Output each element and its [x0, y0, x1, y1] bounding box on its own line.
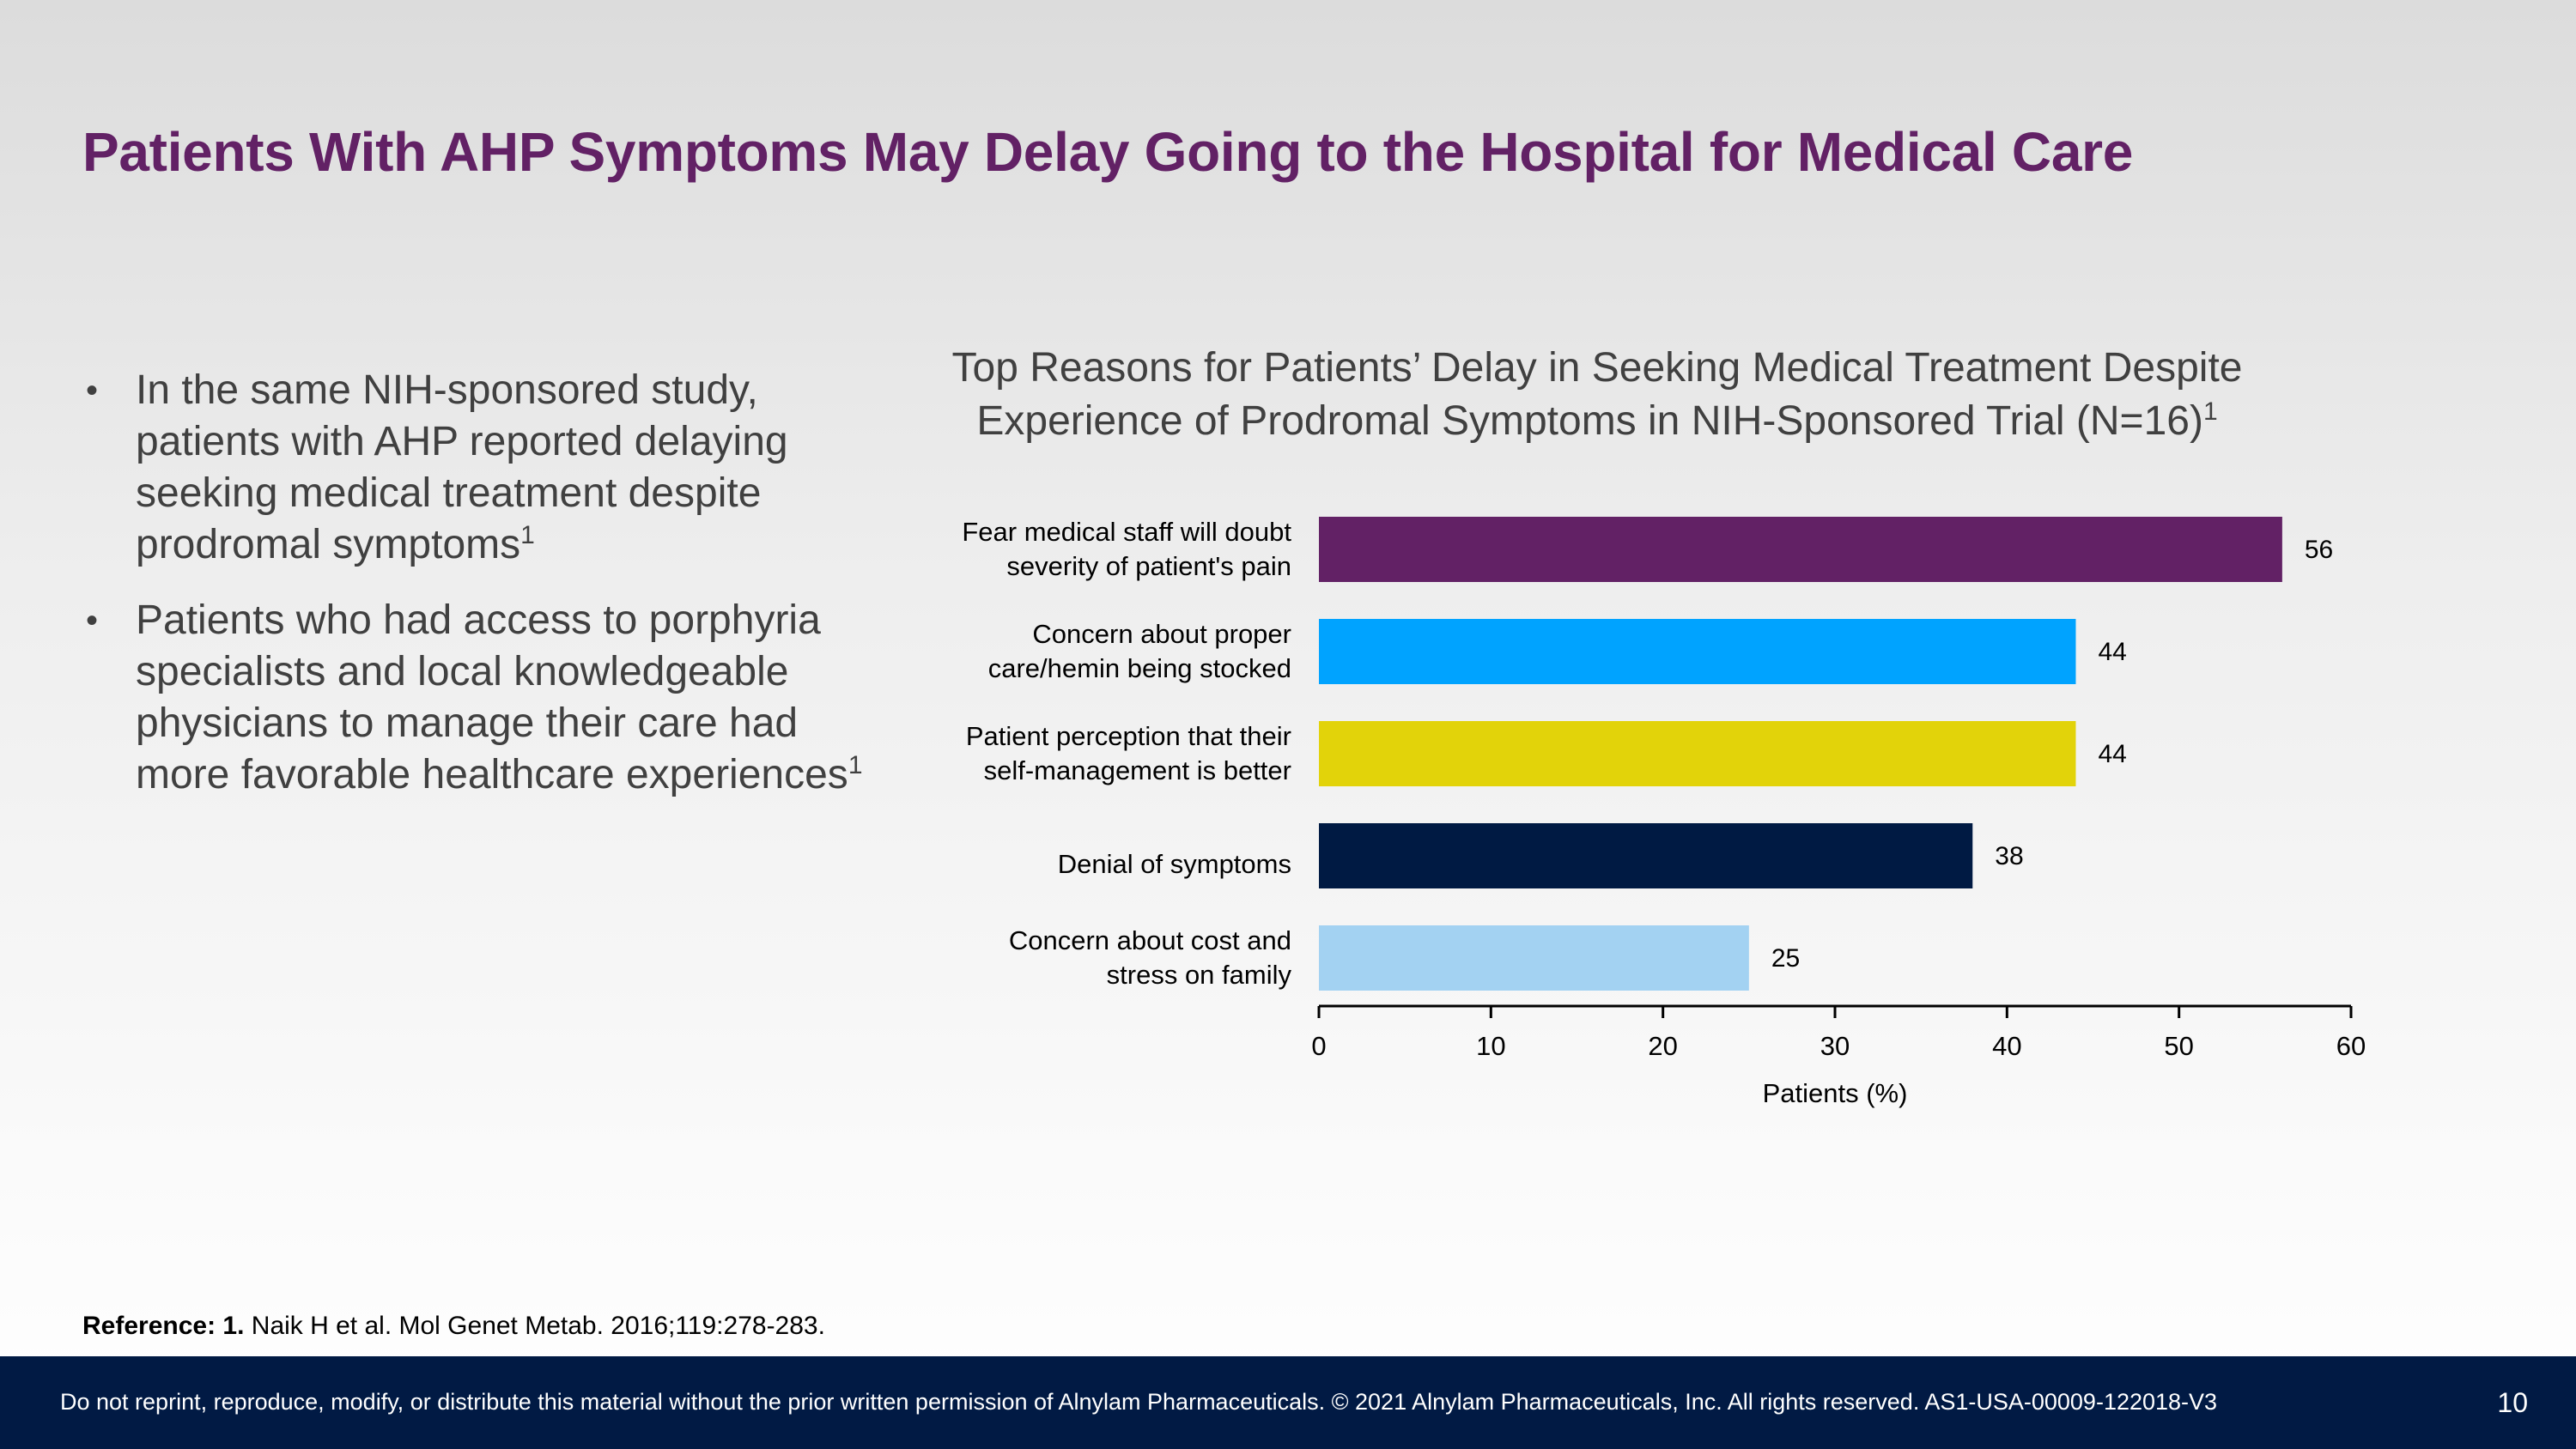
category-label: severity of patient's pain	[1006, 551, 1291, 581]
category-label: Fear medical staff will doubt	[962, 517, 1291, 547]
data-label: 25	[1771, 944, 1800, 973]
category-label: Patient perception that their	[966, 721, 1291, 751]
x-tick-label: 10	[1476, 1031, 1505, 1061]
chart-title-line-2-text: Experience of Prodromal Symptoms in NIH-…	[976, 398, 2203, 444]
x-tick-label: 30	[1820, 1031, 1850, 1061]
reference-label: Reference: 1.	[82, 1312, 245, 1340]
x-tick-label: 40	[1992, 1031, 2021, 1061]
bullet-glyph: •	[86, 602, 99, 640]
chart-title-citation: 1	[2202, 397, 2218, 426]
bar	[1319, 925, 1749, 991]
footer-disclaimer: Do not reprint, reproduce, modify, or di…	[60, 1389, 2218, 1415]
data-label: 56	[2305, 536, 2333, 564]
bar	[1319, 721, 2076, 786]
category-label: care/hemin being stocked	[988, 653, 1291, 683]
x-tick-label: 50	[2164, 1031, 2193, 1061]
data-label: 44	[2098, 638, 2126, 666]
x-tick-label: 20	[1648, 1031, 1677, 1061]
bar-chart: 56 Fear medical staff will doubt severity …	[962, 517, 2366, 1108]
reference: Reference: 1. Naik H et al. Mol Genet Me…	[82, 1312, 825, 1341]
bullet-glyph: •	[86, 372, 99, 409]
slide-title: Patients With AHP Symptoms May Delay Goi…	[82, 121, 2134, 183]
bar	[1319, 619, 2076, 684]
bar	[1319, 517, 2282, 582]
bar	[1319, 823, 1973, 888]
x-tick-label: 60	[2336, 1031, 2366, 1061]
category-label: Concern about cost and	[1009, 925, 1291, 955]
bullet-list: • In the same NIH-sponsored study, patie…	[86, 365, 884, 825]
bullet-item: • In the same NIH-sponsored study, patie…	[86, 365, 884, 571]
x-axis-label: Patients (%)	[1763, 1078, 1908, 1108]
category-label: Concern about proper	[1032, 619, 1291, 649]
x-tick-label: 0	[1311, 1031, 1326, 1061]
category-label: self-management is better	[984, 755, 1291, 785]
footer-bar: Do not reprint, reproduce, modify, or di…	[0, 1356, 2576, 1449]
chart-title-line-2: Experience of Prodromal Symptoms in NIH-…	[936, 395, 2258, 448]
bullet-citation: 1	[520, 521, 535, 549]
bullet-text: In the same NIH-sponsored study, patient…	[136, 367, 788, 567]
data-label: 44	[2098, 740, 2126, 768]
chart-title-line-1: Top Reasons for Patients’ Delay in Seeki…	[951, 345, 2243, 391]
bullet-text: Patients who had access to porphyria spe…	[136, 597, 848, 797]
category-label: stress on family	[1107, 960, 1292, 990]
page-number: 10	[2497, 1387, 2528, 1418]
reference-text: Naik H et al. Mol Genet Metab. 2016;119:…	[244, 1312, 825, 1340]
bullet-item: • Patients who had access to porphyria s…	[86, 595, 884, 801]
chart-title: Top Reasons for Patients’ Delay in Seeki…	[936, 342, 2258, 448]
category-label: Denial of symptoms	[1058, 849, 1291, 879]
data-label: 38	[1995, 842, 2023, 870]
bullet-citation: 1	[848, 751, 863, 779]
